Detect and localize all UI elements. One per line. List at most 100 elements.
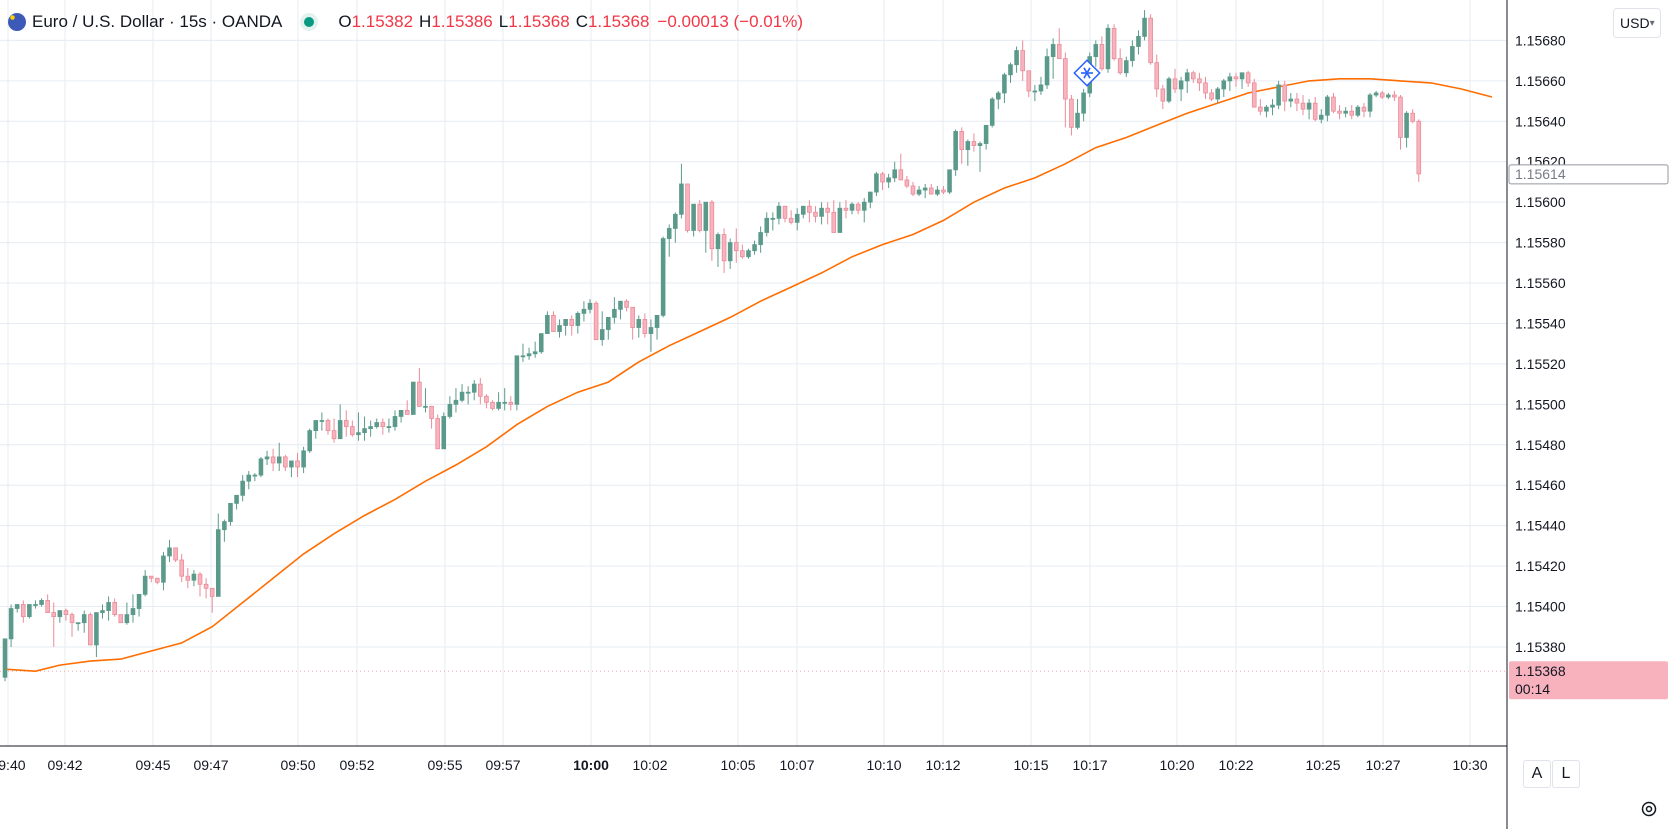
symbol-header[interactable]: Euro / U.S. Dollar · 15s · OANDA O 1.1538… [8, 10, 803, 34]
x-tick-label: 10:12 [925, 757, 960, 773]
candle-body [191, 573, 197, 581]
candle [935, 185, 940, 197]
candle [758, 226, 763, 253]
candle [301, 446, 306, 474]
candle-body [697, 203, 702, 231]
candle-body [155, 577, 160, 583]
candle [325, 418, 331, 435]
log-scale-button[interactable]: L [1552, 760, 1580, 788]
candle-body [435, 418, 440, 450]
candle [538, 333, 544, 354]
candle-body [478, 383, 483, 397]
candle [14, 604, 20, 613]
candle [100, 604, 105, 619]
candle [57, 610, 63, 623]
candle [1233, 72, 1239, 87]
candle-body [417, 381, 422, 407]
candle [1026, 70, 1032, 98]
candle [1056, 28, 1062, 60]
candle-body [1069, 98, 1074, 128]
last-price-tag: 1.15368 00:14 [1509, 661, 1668, 700]
candle-body [770, 217, 776, 220]
candle [1197, 72, 1202, 91]
candle-body [81, 614, 87, 624]
candle-body [411, 381, 416, 415]
y-tick-label: 1.15660 [1515, 73, 1566, 89]
candle-body [1044, 56, 1050, 86]
crosshair-price-tag: 1.15614 [1508, 164, 1669, 185]
candle-body [1288, 98, 1294, 102]
candle-body [1081, 92, 1086, 114]
candle-body [118, 614, 124, 624]
candle-body [1002, 74, 1007, 94]
candle [679, 163, 684, 219]
candle [819, 202, 824, 225]
candle-body [910, 185, 916, 195]
candle-body [75, 622, 81, 625]
candle-body [1300, 102, 1306, 110]
candle-body [124, 614, 130, 624]
candle [471, 380, 477, 401]
ohlc-open-value: 1.15382 [351, 12, 414, 31]
candle [514, 355, 520, 411]
candle-body [1318, 114, 1324, 120]
candle [429, 405, 434, 429]
candle [849, 202, 855, 215]
candle-body [1258, 106, 1263, 112]
event-marker-icon [1073, 59, 1101, 87]
candle-body [1410, 112, 1415, 122]
candle-body [496, 401, 501, 409]
candle [1392, 90, 1397, 102]
candle-body [1343, 110, 1348, 114]
candle [764, 212, 770, 237]
ohlc-close-key: C [575, 12, 588, 31]
candle [1215, 86, 1220, 104]
candle [1258, 99, 1263, 116]
candle-body [831, 211, 837, 233]
candle [1081, 88, 1086, 122]
candle [240, 475, 245, 502]
candle-body [1233, 76, 1239, 80]
auto-scale-button[interactable]: A [1523, 760, 1551, 788]
candle [435, 414, 440, 450]
candle [1160, 84, 1166, 110]
candle-body [971, 141, 977, 146]
candle [648, 319, 654, 352]
settings-gear-icon[interactable] [1637, 797, 1661, 821]
symbol-title[interactable]: Euro / U.S. Dollar · 15s · OANDA [32, 12, 283, 31]
candle [490, 400, 495, 411]
moving-average-layer [4, 78, 1493, 673]
candle [825, 202, 830, 225]
candle-body [1123, 60, 1129, 74]
y-tick-label: 1.15640 [1515, 113, 1566, 129]
candle-body [788, 217, 794, 223]
candle [1276, 80, 1281, 110]
candle-body [1142, 17, 1147, 37]
candle [941, 185, 946, 195]
candle-body [100, 610, 105, 613]
candle [63, 608, 69, 621]
candle [977, 141, 983, 172]
candle [1020, 40, 1025, 81]
candle [788, 210, 794, 225]
candle-body [764, 217, 770, 233]
candle-body [447, 403, 453, 417]
currency-select[interactable]: USD ▾ [1613, 8, 1661, 38]
y-tick-label: 1.15460 [1515, 477, 1566, 493]
candle-body [1306, 102, 1312, 110]
candle [1300, 95, 1306, 116]
candle [947, 169, 952, 195]
candles-layer [2, 10, 1422, 682]
candle-body [1136, 35, 1141, 47]
candle [343, 410, 349, 437]
candle-body [557, 325, 562, 332]
candle-body [886, 177, 891, 183]
candle [1038, 76, 1044, 96]
candle-body [1215, 88, 1220, 100]
candle-body [209, 587, 215, 597]
candle [270, 448, 276, 472]
candle-body [1282, 84, 1288, 102]
candle-body [1239, 72, 1245, 80]
candle [965, 139, 971, 166]
